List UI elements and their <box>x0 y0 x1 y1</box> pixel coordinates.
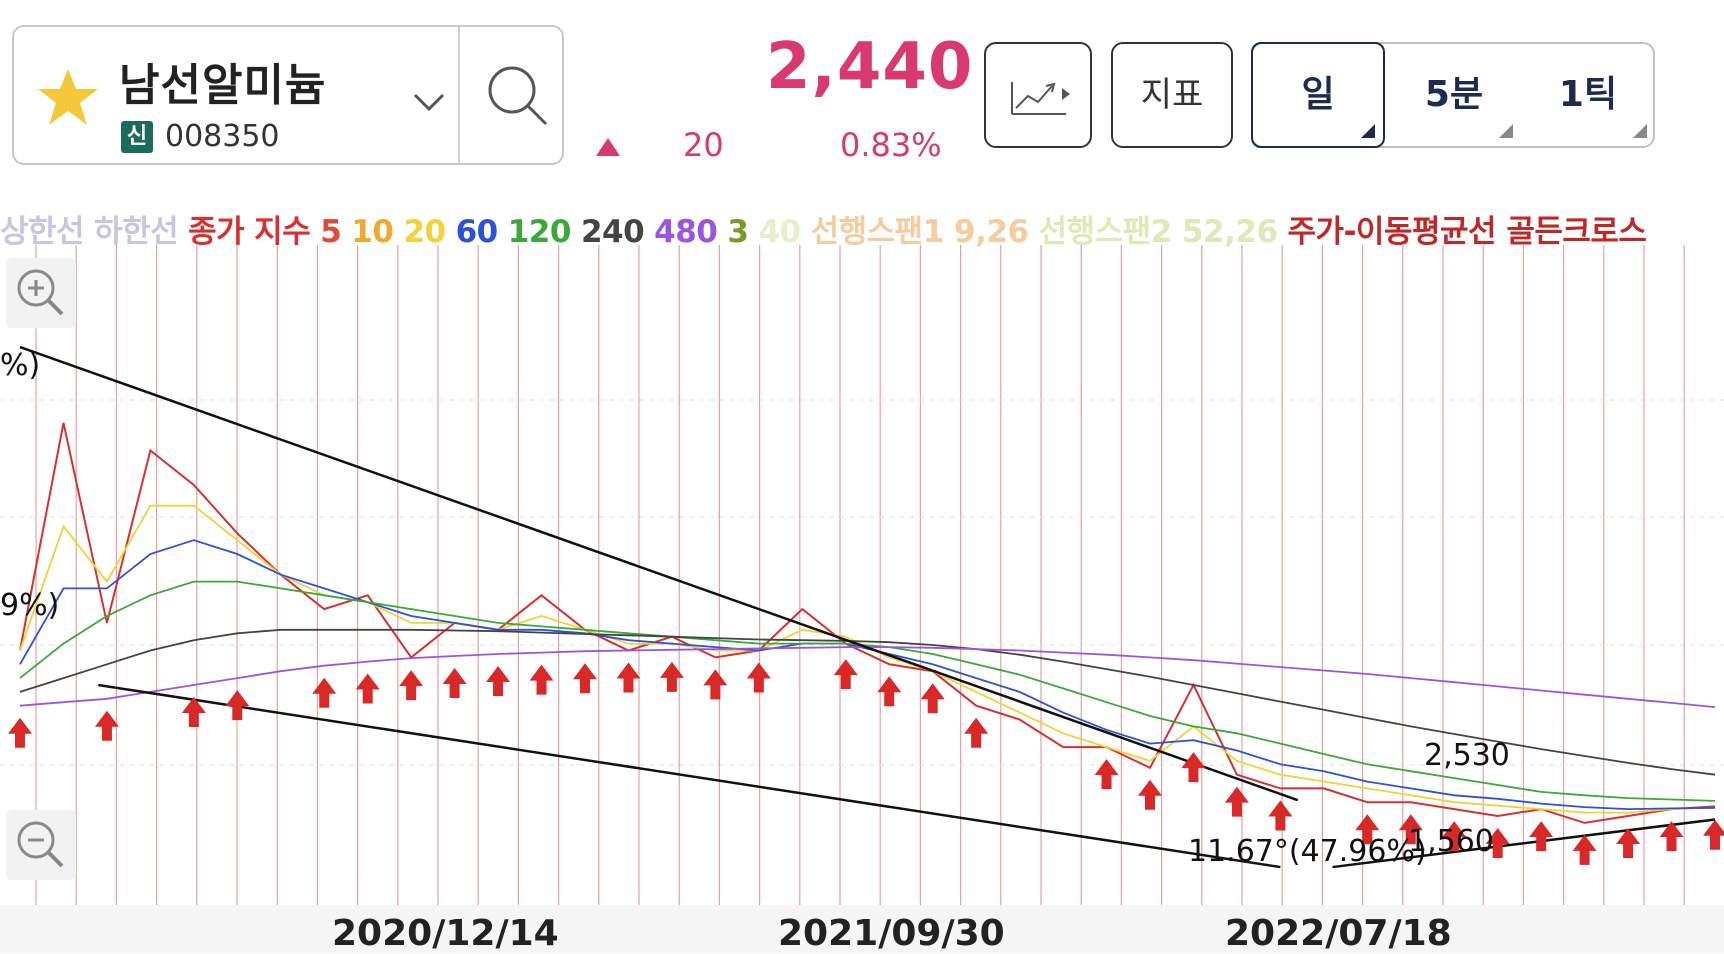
golden-cross-arrow-icon <box>1181 752 1206 783</box>
x-tick-label: 2021/09/30 <box>778 913 1005 954</box>
golden-cross-arrow-icon <box>573 663 597 694</box>
golden-cross-arrow-icon <box>181 697 206 727</box>
trendline-rising-support <box>1332 818 1716 869</box>
golden-cross-arrow-icon <box>1442 821 1467 852</box>
golden-cross-arrow-icon <box>225 690 250 721</box>
legend-item: 40 <box>758 214 801 250</box>
golden-cross-arrow-icon <box>312 677 337 708</box>
golden-cross-arrow-icon <box>8 717 32 748</box>
golden-cross-arrow-icon <box>486 665 511 696</box>
legend-item: 지수 <box>254 214 311 250</box>
golden-cross-arrow-icon <box>1572 834 1597 865</box>
indicator-legend: 상한선 하한선 종가 지수 5 10 20 60 120 240 480 3 40 선행스팬1 9,26 선… <box>0 206 1656 251</box>
legend-item: 480 <box>654 214 718 250</box>
golden-cross-arrow-icon <box>1659 821 1684 852</box>
price-change-percent: 0.83% <box>840 126 942 164</box>
legend-item: 종가 <box>188 214 245 250</box>
golden-cross-arrow-icon <box>1094 759 1119 790</box>
legend-item: 60 <box>455 214 499 250</box>
golden-cross-arrow-icon <box>1529 821 1554 852</box>
period-5min[interactable]: 5분 <box>1387 44 1521 146</box>
golden-cross-arrow-icon <box>1138 779 1162 810</box>
golden-cross-arrow-icon <box>833 659 858 690</box>
price-change: 20 <box>683 126 724 164</box>
golden-cross-arrow-icon <box>399 670 424 701</box>
period-daily-label: 일 <box>1301 74 1335 115</box>
golden-cross-arrow-icon <box>1616 828 1641 859</box>
period-selector: 일 5분 1틱 <box>1251 42 1655 148</box>
series-line-240 <box>19 628 1716 776</box>
series-line-120 <box>19 580 1716 802</box>
golden-cross-arrow-icon <box>877 676 902 707</box>
legend-item: 주가-이동평균선 골든크로스 <box>1287 214 1647 250</box>
golden-cross-arrow-icon <box>1268 800 1293 831</box>
legend-item: 120 <box>507 214 572 250</box>
legend-item: 20 <box>403 214 446 250</box>
series-line-480 <box>19 646 1716 708</box>
annotation-resistance: 2,530 <box>1424 738 1510 773</box>
golden-cross-arrow-icon <box>703 669 728 700</box>
x-axis-bar <box>0 905 1724 953</box>
period-tick-label: 1틱 <box>1558 74 1618 115</box>
golden-cross-arrow-icon <box>529 664 554 695</box>
chevron-down-icon[interactable] <box>409 87 449 117</box>
golden-cross-arrow-icon <box>616 662 641 693</box>
legend-item: 240 <box>580 214 645 250</box>
golden-cross-arrow-icon <box>94 710 119 741</box>
corner-marker-icon <box>1499 124 1513 138</box>
corner-marker-icon <box>1633 124 1647 138</box>
legend-item: 10 <box>351 214 394 250</box>
zoom-out-button[interactable] <box>6 810 76 880</box>
trendline-lower <box>98 683 1281 869</box>
stock-selector[interactable]: 남선알미늄 신 008350 <box>12 25 564 165</box>
credit-badge: 신 <box>121 121 153 153</box>
indicator-button[interactable]: 지표 <box>1111 42 1233 148</box>
stock-code: 008350 <box>165 119 280 154</box>
chart-type-button[interactable] <box>984 42 1092 148</box>
x-tick-label: 2020/12/14 <box>332 913 559 954</box>
legend-item: 선행스팬2 52,26 <box>1038 214 1279 250</box>
annotation-angle: 11.67°(47.96%) <box>1188 834 1427 869</box>
annotation-left-upper: %) <box>0 348 40 383</box>
legend-item: 3 <box>727 214 749 250</box>
x-tick-label: 2022/07/18 <box>1225 913 1452 954</box>
legend-item: 상한선 <box>0 214 85 250</box>
legend-item: 선행스팬1 9,26 <box>810 214 1029 250</box>
golden-cross-arrow-icon <box>746 662 771 693</box>
trendline-upper <box>19 345 1299 802</box>
golden-cross-arrow-icon <box>964 717 989 748</box>
chart-line-icon <box>1011 82 1070 115</box>
up-arrow-icon <box>596 138 620 156</box>
zoom-out-icon <box>17 821 64 868</box>
golden-cross-arrow-icon <box>442 668 467 699</box>
golden-cross-arrow-icon <box>1485 828 1510 859</box>
golden-cross-arrow-icon <box>1703 819 1724 850</box>
golden-cross-arrow-icon <box>1224 786 1249 817</box>
golden-cross-arrow-icon <box>355 673 380 704</box>
golden-cross-arrow-icon <box>920 683 945 714</box>
golden-cross-arrow-icon <box>1355 814 1380 845</box>
stock-name: 남선알미늄 <box>119 60 327 111</box>
divider <box>458 27 460 163</box>
annotation-left-lower: 9%) <box>0 588 59 623</box>
annotation-support: 1,560 <box>1408 824 1494 859</box>
golden-cross-arrow-icon <box>1398 814 1423 845</box>
period-5min-label: 5분 <box>1424 74 1484 115</box>
legend-item: 5 <box>320 214 342 250</box>
zoom-in-button[interactable] <box>6 258 76 328</box>
favorite-star-icon[interactable] <box>36 65 100 129</box>
search-icon[interactable] <box>484 62 554 132</box>
current-price: 2,440 <box>766 30 974 104</box>
zoom-in-icon <box>17 269 64 316</box>
corner-marker-icon <box>1361 124 1375 138</box>
golden-cross-arrow-icon <box>659 661 684 692</box>
period-daily[interactable]: 일 <box>1251 42 1385 148</box>
legend-item: 하한선 <box>94 214 179 250</box>
period-tick[interactable]: 1틱 <box>1521 44 1655 146</box>
